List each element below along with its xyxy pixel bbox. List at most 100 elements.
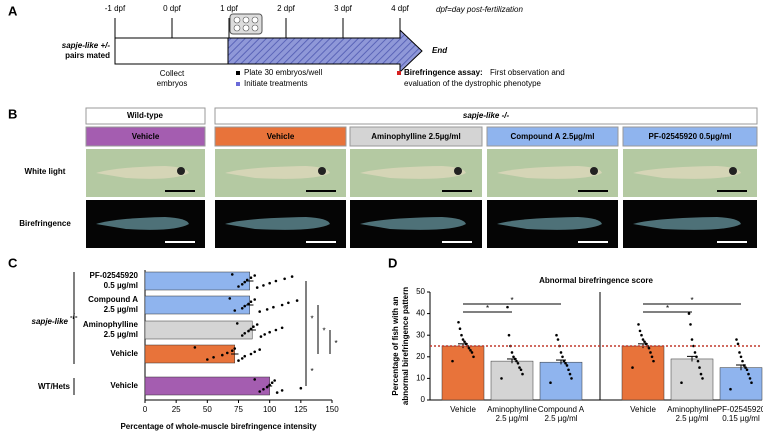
data-point	[283, 277, 286, 281]
y-tick-label: PF-02545920	[90, 271, 139, 280]
y-tick-label: Aminophylline	[83, 320, 139, 329]
data-point	[518, 366, 521, 369]
bar	[144, 376, 270, 396]
plate-well	[251, 24, 259, 32]
y-tick-label: 2.5 µg/ml	[104, 330, 138, 339]
group-label: Wild-type	[127, 111, 163, 120]
row-label: Birefringence	[19, 219, 71, 228]
bar	[621, 345, 665, 401]
data-point	[274, 279, 278, 283]
data-point	[233, 347, 237, 350]
plate-well	[242, 24, 250, 32]
data-point	[521, 372, 524, 376]
column-label: Vehicle	[132, 132, 160, 141]
data-point	[696, 359, 700, 363]
column-header	[349, 126, 483, 147]
data-point	[649, 351, 652, 354]
timeline-end: End	[432, 46, 448, 55]
y-tick-label: 20	[416, 352, 425, 361]
panel-label: D	[388, 255, 397, 270]
bar	[539, 361, 583, 401]
data-point	[270, 381, 274, 385]
data-point	[463, 340, 466, 343]
data-point	[243, 304, 247, 308]
bar	[670, 358, 714, 401]
fish	[96, 217, 189, 230]
data-point	[515, 359, 518, 363]
timeline-label: 2 dpf	[277, 4, 296, 13]
data-point	[265, 385, 269, 389]
data-point	[274, 328, 278, 332]
data-point	[235, 322, 239, 325]
x-tick-label: 0.15 µg/ml	[722, 414, 760, 423]
data-point	[268, 330, 271, 334]
fish	[360, 166, 466, 179]
data-point	[259, 335, 263, 338]
data-point	[253, 350, 257, 354]
data-point	[240, 357, 244, 360]
data-point	[240, 283, 244, 286]
significance-label: *	[310, 367, 313, 376]
column-label: Compound A 2.5µg/ml	[510, 132, 594, 141]
y-tick-label: 2.5 µg/ml	[104, 305, 138, 314]
data-point	[500, 377, 503, 380]
data-point	[643, 340, 646, 343]
column-label: Vehicle	[267, 132, 295, 141]
data-point	[247, 329, 250, 333]
x-tick-label: PF-02545920	[717, 405, 763, 414]
data-point	[689, 323, 692, 326]
fish-eye	[177, 167, 185, 175]
data-point	[253, 378, 257, 381]
data-point	[567, 368, 570, 372]
data-point	[565, 364, 569, 367]
data-point	[647, 346, 651, 350]
start-label: pairs mated	[65, 51, 110, 60]
data-point	[461, 338, 465, 341]
data-point	[265, 308, 269, 311]
collect-label: Collect	[160, 69, 185, 78]
assay-text: First observation and	[490, 68, 565, 77]
data-point	[739, 355, 743, 359]
data-point	[237, 285, 240, 288]
y-tick-label: 0	[421, 395, 426, 404]
data-point	[561, 355, 564, 359]
data-point	[290, 275, 294, 278]
data-point	[262, 284, 265, 287]
column-label: Aminophylline 2.5µg/ml	[371, 132, 461, 141]
data-point	[506, 305, 509, 309]
fish-eye	[454, 167, 462, 175]
y-tick-label: Vehicle	[110, 381, 138, 390]
fish	[96, 166, 189, 179]
data-point	[745, 368, 749, 372]
fish	[225, 166, 330, 179]
data-point	[559, 351, 563, 354]
group-label: sapje-like -/-	[463, 111, 510, 120]
data-point	[516, 361, 520, 365]
data-point	[249, 300, 253, 304]
group-header	[85, 107, 206, 125]
data-point	[738, 351, 741, 354]
data-point	[258, 348, 261, 351]
data-point	[280, 303, 284, 307]
data-point	[570, 377, 573, 380]
timeline-untreated	[114, 37, 229, 65]
data-point	[568, 372, 572, 376]
data-point	[243, 280, 247, 284]
data-point	[680, 381, 683, 385]
data-point	[458, 327, 462, 331]
data-point	[220, 353, 224, 357]
data-point	[641, 338, 645, 341]
data-point	[736, 342, 740, 346]
x-tick-label: Aminophylline	[487, 405, 537, 414]
data-point	[230, 273, 234, 276]
assay-text: evaluation of the dystrophic phenotype	[404, 79, 542, 88]
data-point	[640, 333, 643, 337]
timeline-label: 3 dpf	[334, 4, 353, 13]
y-tick-label: 10	[416, 374, 425, 383]
data-point	[698, 366, 701, 369]
data-point	[249, 327, 253, 331]
timeline-treated	[227, 28, 423, 74]
data-point	[687, 312, 691, 315]
x-tick-label: Compound A	[538, 405, 585, 414]
data-point	[464, 342, 468, 346]
